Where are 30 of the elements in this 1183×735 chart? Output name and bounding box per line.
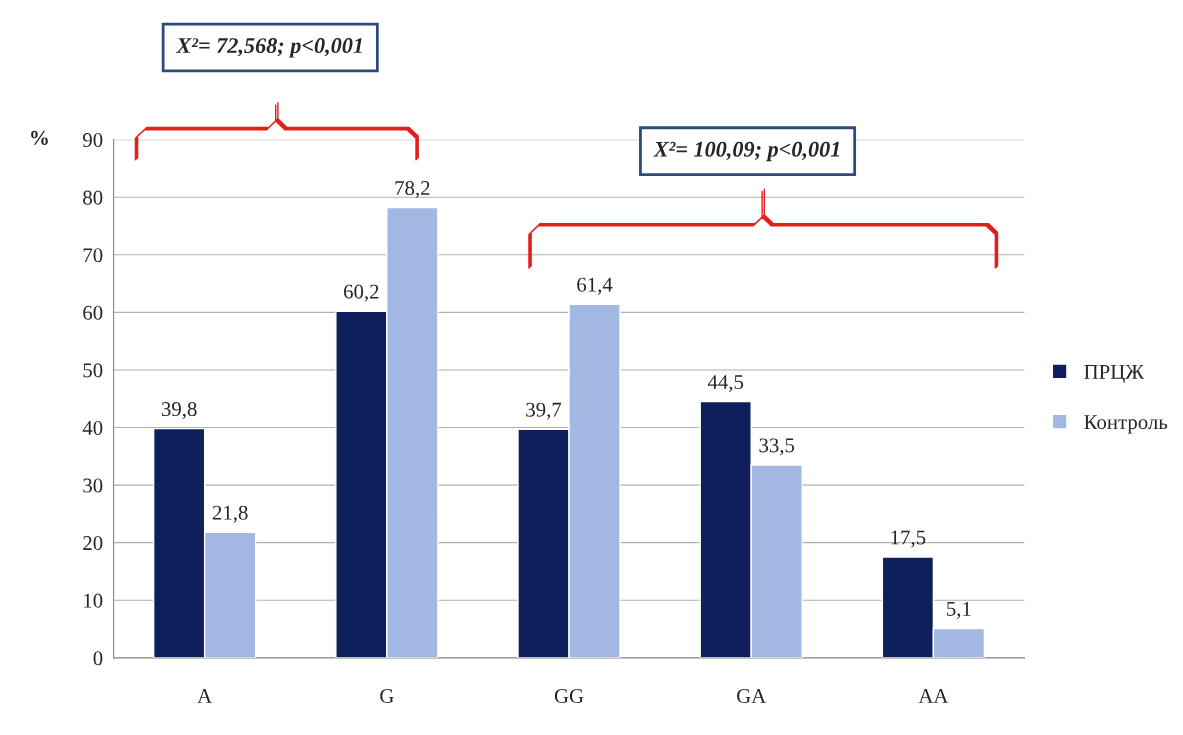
- y-tick-label: 40: [82, 420, 103, 435]
- y-tick-label: 70: [83, 248, 103, 263]
- data-label: 44,5: [707, 375, 744, 393]
- legend-label: ПРЦЖ: [1084, 365, 1144, 384]
- y-tick-label: 90: [82, 133, 103, 148]
- data-label: 17,5: [891, 530, 926, 548]
- data-label: 39,8: [161, 402, 197, 420]
- data-label: 33,5: [759, 438, 795, 456]
- data-label: 5,1: [947, 601, 971, 619]
- text: X²= 72,568; p<0,001: [175, 38, 362, 58]
- x-tick-label: A: [197, 689, 213, 703]
- legend-label: Контроль: [1084, 415, 1168, 434]
- annotation: X²= 100,09; p<0,001: [653, 141, 840, 162]
- data-label: 39,7: [526, 402, 562, 420]
- y-tick-label: 0: [93, 651, 103, 666]
- data-label: 78,2: [395, 180, 430, 199]
- y-tick-label: 20: [83, 536, 103, 551]
- y-tick-label: 30: [83, 478, 103, 493]
- data-label: 61,4: [577, 277, 613, 295]
- y-tick-label: 60: [83, 305, 103, 320]
- x-tick-label: GG: [554, 689, 584, 704]
- x-tick-label: G: [380, 689, 394, 704]
- y-tick-label: 10: [84, 593, 103, 608]
- data-label: 60,2: [344, 284, 379, 302]
- y-tick-label: 80: [83, 190, 103, 205]
- y-axis-title: %: [31, 130, 48, 145]
- x-tick-label: AA: [918, 689, 949, 703]
- y-tick-label: 50: [83, 363, 103, 378]
- data-label: 21,8: [212, 505, 248, 523]
- x-tick-label: GA: [737, 689, 767, 704]
